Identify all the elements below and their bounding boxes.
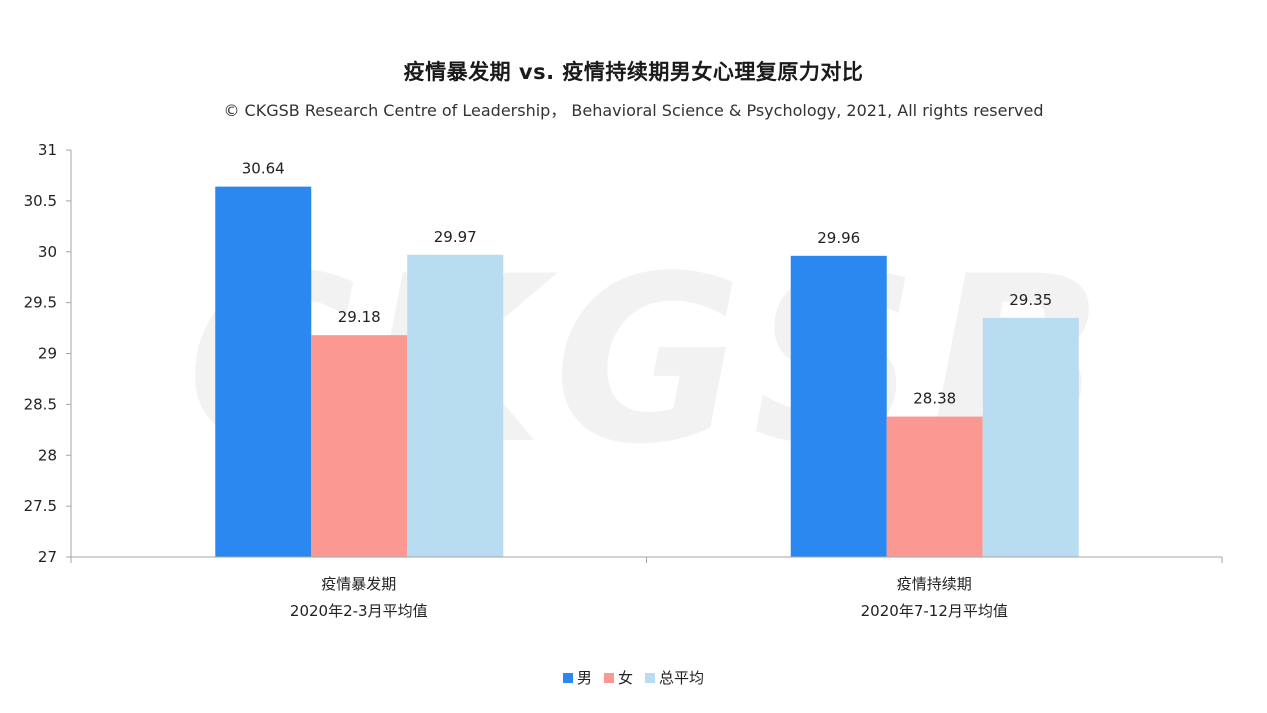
y-tick-label-0: 27 [38, 548, 57, 566]
data-label-2-0: 29.97 [434, 228, 477, 246]
legend-swatch-2 [645, 672, 655, 683]
bar-1-1 [886, 416, 983, 557]
data-labels: 30.64 29.18 29.97 29.96 28.38 29.35 [242, 160, 1052, 408]
legend-swatch-0 [562, 672, 573, 683]
legend-label-2: 总平均 [659, 669, 705, 687]
y-tick-label-5: 29.5 [24, 294, 57, 312]
legend-item-2: 总平均 [645, 667, 704, 688]
chart-title: 疫情暴发期 vs. 疫情持续期男女心理复原力对比 [403, 60, 864, 84]
bar-0-1 [790, 255, 887, 557]
bars [215, 186, 1079, 558]
y-tick-label-8: 31 [38, 141, 57, 159]
legend-label-0: 男 [576, 669, 592, 687]
chart-subtitle: © CKGSB Research Centre of Leadership， B… [223, 101, 1044, 120]
data-label-2-1: 29.35 [1009, 291, 1052, 309]
legend-label-1: 女 [617, 669, 633, 687]
legend-item-0: 男 [562, 667, 592, 688]
bar-2-1 [982, 317, 1079, 557]
y-tick-label-3: 28.5 [24, 395, 57, 413]
data-label-0-0: 30.64 [242, 160, 285, 178]
x-category-label-0-0: 疫情暴发期 [321, 575, 396, 593]
y-tick-label-6: 30 [38, 243, 57, 261]
legend: 男 女 总平均 [0, 667, 1267, 688]
axes: 27 27.5 28 28.5 29 29.5 30 30.5 31 疫情暴发期 2020年2-3月… [24, 141, 1223, 620]
bar-1-0 [311, 335, 408, 557]
bar-2-0 [407, 254, 504, 558]
data-label-1-0: 29.18 [338, 308, 381, 326]
x-category-label-1-0: 疫情持续期 [897, 575, 972, 593]
y-tick-label-2: 28 [38, 446, 57, 464]
legend-item-1: 女 [603, 667, 633, 688]
y-tick-label-7: 30.5 [24, 192, 57, 210]
y-tick-label-1: 27.5 [24, 497, 57, 515]
legend-swatch-1 [603, 672, 614, 683]
data-label-1-1: 28.38 [913, 390, 956, 408]
x-category-label-0-1: 2020年2-3月平均值 [290, 602, 428, 620]
x-category-label-1-1: 2020年7-12月平均值 [861, 602, 1008, 620]
bar-0-0 [215, 186, 312, 557]
data-label-0-1: 29.96 [817, 229, 860, 247]
y-tick-label-4: 29 [38, 345, 57, 363]
